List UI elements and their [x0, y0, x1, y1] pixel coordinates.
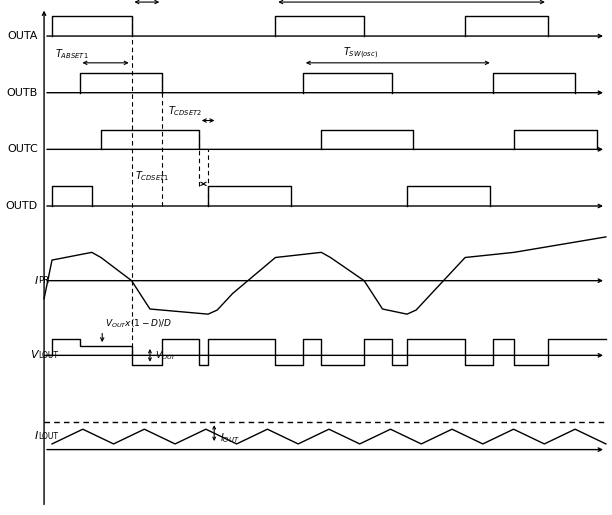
- Text: $V_{OUT}x(1-D)/D$: $V_{OUT}x(1-D)/D$: [105, 317, 173, 330]
- Text: $T_{SW(osc)}$: $T_{SW(osc)}$: [343, 45, 378, 61]
- Text: $T_{ABSET1}$: $T_{ABSET1}$: [55, 47, 89, 61]
- Text: I: I: [35, 276, 38, 286]
- Text: V: V: [31, 350, 38, 360]
- Text: OUTA: OUTA: [7, 31, 38, 41]
- Text: $T_{CDSET2}$: $T_{CDSET2}$: [168, 105, 203, 118]
- Text: OUTD: OUTD: [6, 201, 38, 211]
- Text: $V_{OUT}$: $V_{OUT}$: [155, 349, 177, 362]
- Text: OUTB: OUTB: [7, 88, 38, 98]
- Text: PR: PR: [38, 276, 49, 285]
- Text: I: I: [35, 431, 38, 441]
- Text: LOUT: LOUT: [38, 432, 58, 441]
- Text: LOUT: LOUT: [38, 351, 58, 360]
- Text: $T_{CDSET1}$: $T_{CDSET1}$: [135, 169, 169, 183]
- Text: OUTC: OUTC: [7, 144, 38, 154]
- Text: $I_{OUT}$: $I_{OUT}$: [220, 432, 240, 445]
